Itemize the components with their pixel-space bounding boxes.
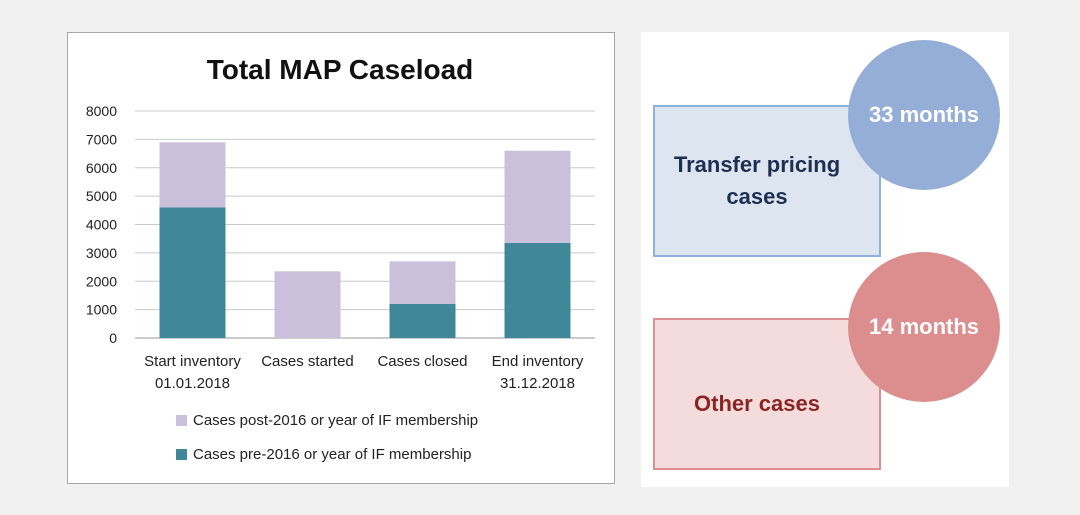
bar-segment [159,207,226,338]
x-category-label: Cases closed [377,353,467,370]
other-cases-duration-circle: 14 months [848,252,1000,402]
chart-panel: Total MAP Caseload 0 1000 2000 3000 4000 5000… [67,32,615,484]
other-cases-label: Other cases [694,391,820,416]
x-category-label: Start inventory [144,353,241,370]
legend-swatch [176,449,187,460]
y-tick-label: 4000 [86,217,117,233]
map-caseload-chart: Total MAP Caseload 0 1000 2000 3000 4000 5000… [86,54,595,463]
chart-title: Total MAP Caseload [207,54,474,85]
y-tick-label: 6000 [86,160,117,176]
y-tick-label: 2000 [86,273,117,289]
bar-segment [504,150,571,243]
y-tick-label: 3000 [86,245,117,261]
bar-segment [504,242,571,338]
x-category-label: 31.12.2018 [500,375,575,392]
bar-segment [389,303,456,338]
y-tick-label: 8000 [86,103,117,119]
transfer-pricing-duration-circle: 33 months [848,40,1000,190]
other-cases-box: Other cases [653,318,881,470]
transfer-pricing-label-line2: cases [726,184,788,209]
transfer-pricing-label-line1: Transfer pricing [673,152,841,177]
y-tick-label: 5000 [86,188,117,204]
legend-swatch [176,415,187,426]
legend-label: Cases pre-2016 or year of IF membership [193,446,471,463]
transfer-pricing-box: Transfer pricing cases [653,105,881,257]
average-duration-panel: Transfer pricing cases 33 months Other c… [641,32,1009,487]
legend-label: Cases post-2016 or year of IF membership [193,412,478,429]
x-category-label: End inventory [492,353,584,370]
y-tick-label: 1000 [86,302,117,318]
x-category-label: 01.01.2018 [155,375,230,392]
bar-segment [389,261,456,304]
y-tick-label: 7000 [86,131,117,147]
x-category-label: Cases started [261,353,354,370]
bar-segment [274,271,341,338]
bar-segment [159,142,226,208]
other-cases-duration: 14 months [868,314,980,339]
transfer-pricing-duration: 33 months [868,102,980,127]
y-tick-label: 0 [109,330,117,346]
